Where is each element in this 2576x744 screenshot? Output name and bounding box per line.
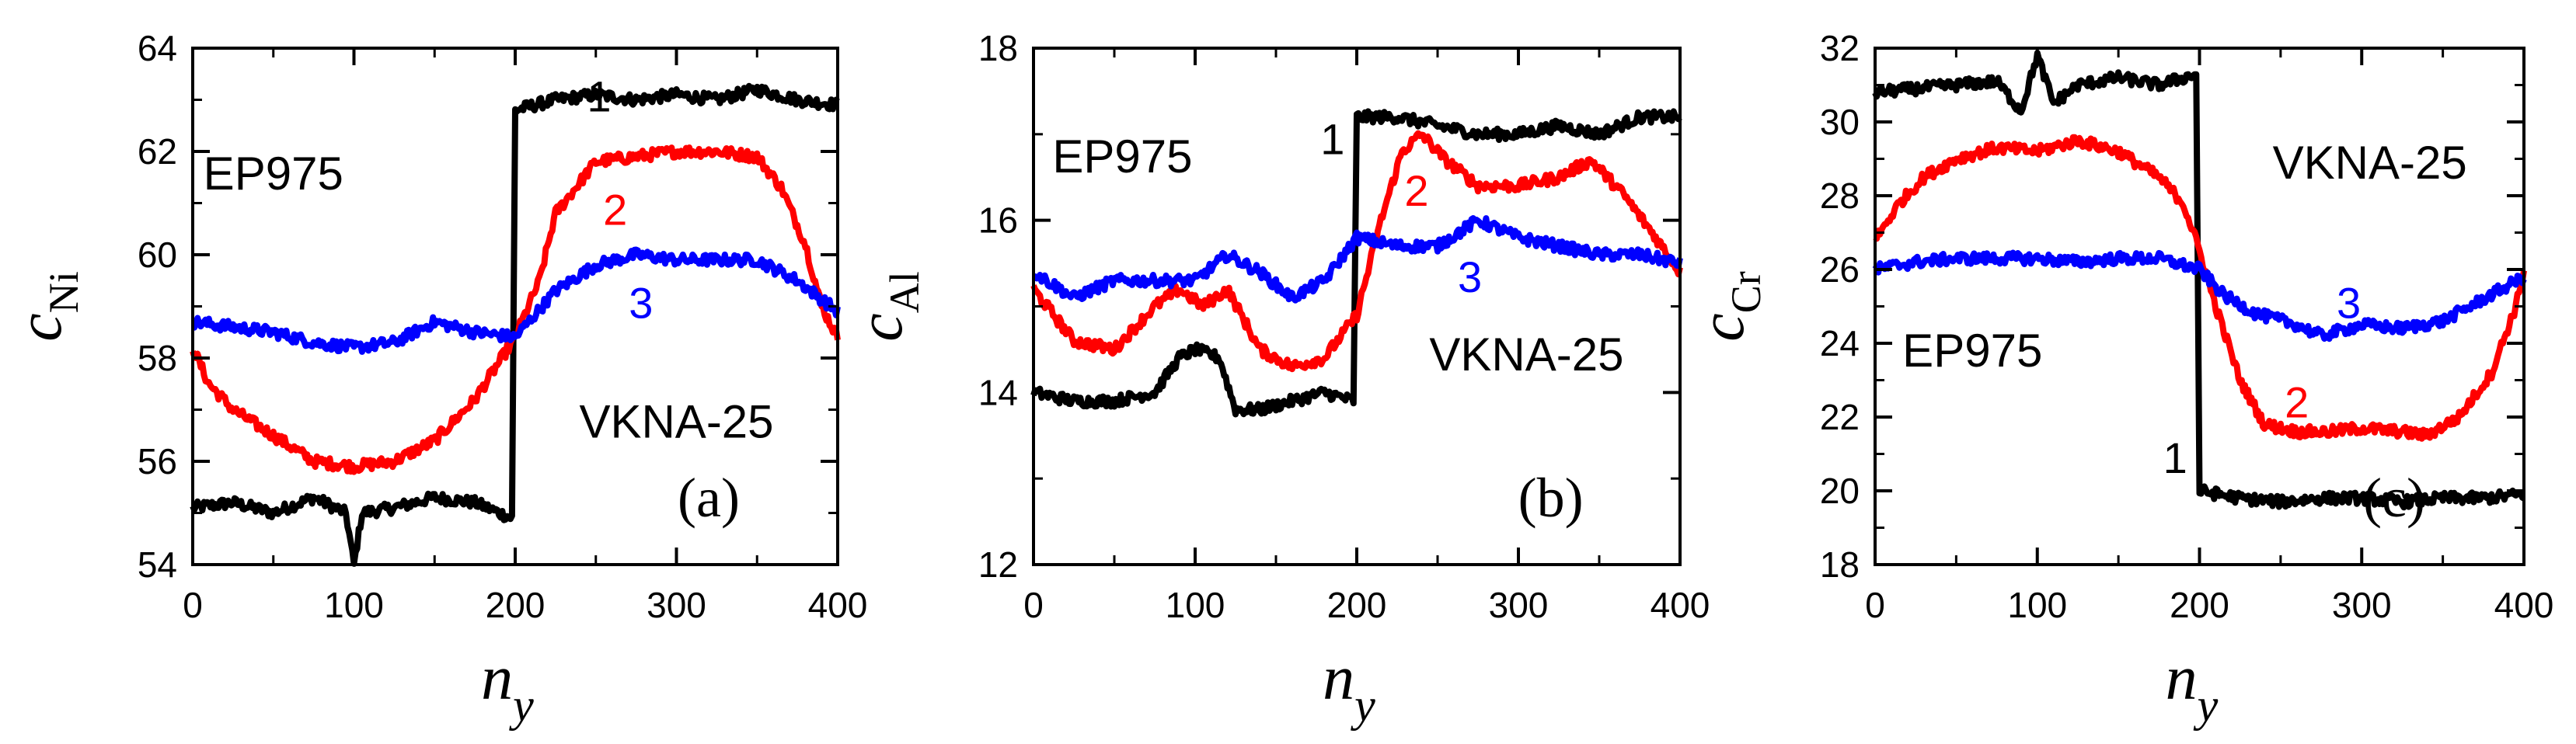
series-label-2: 2 — [1404, 166, 1428, 215]
series-label-1: 1 — [1320, 115, 1344, 164]
x-axis-label: ny — [481, 642, 534, 731]
y-axis-label: cNi — [4, 271, 87, 341]
material-annotation: VKNA-25 — [579, 395, 773, 447]
series-label-1: 1 — [587, 71, 611, 120]
series-line-1 — [1872, 50, 2526, 511]
y-tick-label: 26 — [1820, 249, 1860, 290]
material-annotation: VKNA-25 — [1429, 329, 1623, 381]
y-tick-label: 14 — [978, 372, 1018, 412]
series-line-2 — [1030, 130, 1683, 373]
x-tick-label: 100 — [2007, 585, 2067, 625]
panel-label: (b) — [1518, 467, 1584, 529]
y-tick-label: 18 — [978, 28, 1018, 68]
x-tick-label: 0 — [1023, 585, 1044, 625]
series-line-1 — [1030, 108, 1682, 418]
y-tick-label: 60 — [138, 235, 177, 275]
material-annotation: EP975 — [1052, 130, 1192, 183]
series-label-3: 3 — [1458, 252, 1482, 301]
x-tick-label: 0 — [183, 585, 203, 625]
x-tick-label: 300 — [647, 585, 706, 625]
chart-panel-1: 1 23 0 100 200 300 400 54 56 58 60 62 64 EP975 VKNA-25… — [4, 28, 867, 731]
x-tick-label: 300 — [2332, 585, 2392, 625]
series-line-3 — [1872, 249, 2527, 342]
series-label-2: 2 — [603, 186, 627, 235]
y-tick-label: 28 — [1820, 176, 1860, 216]
series-line-2 — [1873, 134, 2527, 442]
series-label-3: 3 — [629, 278, 653, 327]
x-axis-label: ny — [1323, 642, 1375, 731]
y-tick-label: 30 — [1820, 102, 1860, 142]
x-tick-label: 200 — [486, 585, 546, 625]
x-tick-label: 400 — [1651, 585, 1710, 625]
series-label-2: 2 — [2285, 378, 2309, 427]
y-axis-label: cCr — [1686, 271, 1769, 341]
material-annotation: EP975 — [1902, 325, 2042, 377]
y-tick-label: 62 — [138, 131, 177, 172]
y-tick-label: 32 — [1820, 28, 1860, 68]
series-label-3: 3 — [2337, 278, 2361, 327]
x-tick-label: 100 — [324, 585, 384, 625]
y-tick-label: 20 — [1820, 471, 1860, 511]
x-tick-label: 300 — [1489, 585, 1549, 625]
y-tick-label: 54 — [138, 544, 177, 585]
x-tick-label: 400 — [808, 585, 868, 625]
y-tick-label: 22 — [1820, 397, 1860, 437]
series-label-1: 1 — [2163, 433, 2187, 482]
y-tick-label: 24 — [1820, 323, 1860, 363]
y-tick-label: 16 — [978, 200, 1018, 241]
material-annotation: EP975 — [204, 148, 343, 200]
x-tick-label: 100 — [1166, 585, 1225, 625]
y-tick-label: 64 — [138, 28, 177, 68]
series-line-3 — [191, 246, 841, 355]
x-tick-label: 200 — [1327, 585, 1387, 625]
panel-label: (c) — [2363, 467, 2425, 529]
y-tick-label: 12 — [978, 544, 1018, 585]
material-annotation: VKNA-25 — [2273, 137, 2467, 189]
x-axis-label: ny — [2166, 642, 2219, 731]
x-tick-label: 200 — [2170, 585, 2229, 625]
x-tick-label: 400 — [2494, 585, 2554, 625]
y-tick-label: 56 — [138, 441, 177, 482]
y-axis-label: cAl — [845, 271, 928, 341]
x-tick-label: 0 — [1865, 585, 1885, 625]
series-line-3 — [1032, 215, 1683, 304]
series-line-1 — [190, 82, 840, 567]
panel-label: (a) — [678, 467, 740, 529]
y-tick-label: 58 — [138, 338, 177, 378]
y-tick-label: 18 — [1820, 544, 1860, 585]
